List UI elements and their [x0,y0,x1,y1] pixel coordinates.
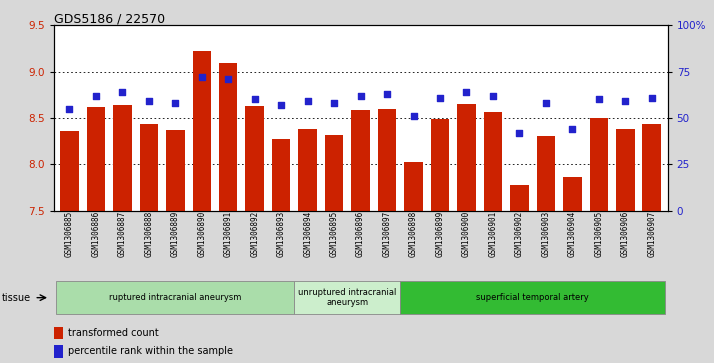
Bar [166,130,184,211]
Text: GSM1306904: GSM1306904 [568,211,577,257]
Text: GSM1306890: GSM1306890 [197,211,206,257]
Text: GSM1306885: GSM1306885 [65,211,74,257]
Bar [113,105,131,211]
Bar [60,131,79,211]
Text: GSM1306889: GSM1306889 [171,211,180,257]
Text: GSM1306901: GSM1306901 [488,211,498,257]
Text: GSM1306907: GSM1306907 [647,211,656,257]
Bar [193,51,211,211]
Text: unruptured intracranial
aneurysm: unruptured intracranial aneurysm [298,288,396,307]
Text: percentile rank within the sample: percentile rank within the sample [68,346,233,356]
Bar [378,109,396,211]
Bar [457,104,476,211]
Bar [298,129,317,211]
Bar [590,118,608,211]
Point [64,106,75,112]
Point [461,89,472,95]
Bar [563,177,582,211]
Text: GSM1306892: GSM1306892 [250,211,259,257]
Point [196,74,208,80]
Text: transformed count: transformed count [68,328,159,338]
Point [143,98,154,104]
Point [434,95,446,101]
Bar [643,125,661,211]
Text: GSM1306895: GSM1306895 [330,211,338,257]
Bar [537,135,555,211]
Text: GSM1306900: GSM1306900 [462,211,471,257]
Text: GSM1306894: GSM1306894 [303,211,312,257]
Point [276,102,287,108]
Point [355,93,366,99]
Text: GSM1306893: GSM1306893 [276,211,286,257]
Bar [219,64,238,211]
Bar [272,139,291,211]
Bar [325,135,343,211]
Point [567,126,578,132]
Text: GSM1306903: GSM1306903 [541,211,550,257]
Text: GSM1306886: GSM1306886 [91,211,101,257]
Text: GSM1306888: GSM1306888 [144,211,154,257]
Bar [483,113,502,211]
Text: superficial temporal artery: superficial temporal artery [476,293,589,302]
Bar [86,107,105,211]
Point [90,93,101,99]
Bar [351,110,370,211]
Text: ruptured intracranial aneurysm: ruptured intracranial aneurysm [109,293,241,302]
Bar [404,162,423,211]
FancyBboxPatch shape [294,281,401,314]
Bar [54,327,63,339]
Point [302,98,313,104]
Point [249,97,261,102]
Point [487,93,498,99]
Text: GSM1306899: GSM1306899 [436,211,445,257]
Text: GSM1306906: GSM1306906 [620,211,630,257]
Text: GDS5186 / 22570: GDS5186 / 22570 [54,13,165,26]
Text: GSM1306887: GSM1306887 [118,211,127,257]
FancyBboxPatch shape [56,281,294,314]
FancyBboxPatch shape [401,281,665,314]
Bar [431,119,449,211]
Bar [510,185,528,211]
Point [593,97,605,102]
Text: GSM1306905: GSM1306905 [594,211,603,257]
Point [381,91,393,97]
Point [513,130,525,136]
Point [540,100,551,106]
Text: tissue: tissue [2,293,31,303]
Bar [616,129,635,211]
Point [646,95,658,101]
Point [223,76,234,82]
Point [408,113,419,119]
Text: GSM1306891: GSM1306891 [223,211,233,257]
Bar [139,123,158,211]
Point [170,100,181,106]
Text: GSM1306896: GSM1306896 [356,211,365,257]
Text: GSM1306902: GSM1306902 [515,211,524,257]
Bar [54,345,63,358]
Bar [246,106,264,211]
Point [328,100,340,106]
Point [620,98,631,104]
Text: GSM1306898: GSM1306898 [409,211,418,257]
Point [116,89,128,95]
Text: GSM1306897: GSM1306897 [383,211,391,257]
